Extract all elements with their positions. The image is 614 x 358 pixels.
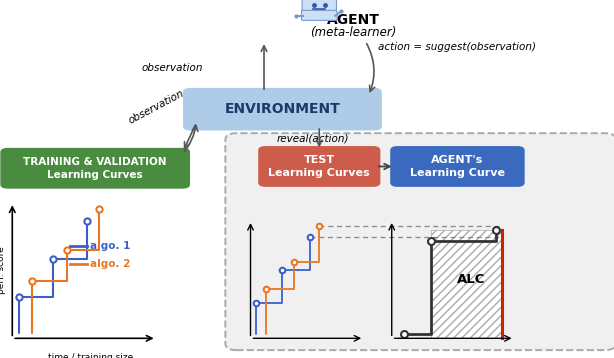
Text: ALC: ALC	[457, 273, 486, 286]
FancyBboxPatch shape	[301, 10, 337, 20]
Text: TEST
Learning Curves: TEST Learning Curves	[268, 155, 370, 178]
Text: (meta-learner): (meta-learner)	[310, 26, 396, 39]
Text: observation: observation	[127, 88, 186, 125]
Text: time / training size: time / training size	[48, 353, 133, 358]
FancyBboxPatch shape	[1, 148, 190, 189]
Text: algo. 2: algo. 2	[90, 260, 130, 270]
Text: observation: observation	[141, 63, 203, 73]
Text: perf. score: perf. score	[0, 246, 6, 294]
Text: AGENT: AGENT	[327, 13, 379, 27]
FancyBboxPatch shape	[391, 146, 524, 187]
FancyBboxPatch shape	[302, 0, 336, 13]
FancyBboxPatch shape	[225, 133, 614, 350]
FancyBboxPatch shape	[258, 146, 381, 187]
Text: action = suggest(observation): action = suggest(observation)	[378, 42, 535, 52]
Text: AGENT's
Learning Curve: AGENT's Learning Curve	[410, 155, 505, 178]
Text: reveal(action): reveal(action)	[277, 134, 349, 143]
FancyBboxPatch shape	[183, 88, 382, 131]
Text: algo. 1: algo. 1	[90, 241, 130, 251]
Text: ENVIRONMENT: ENVIRONMENT	[225, 102, 340, 116]
Text: TRAINING & VALIDATION
Learning Curves: TRAINING & VALIDATION Learning Curves	[23, 157, 167, 180]
Bar	[431, 229, 502, 338]
